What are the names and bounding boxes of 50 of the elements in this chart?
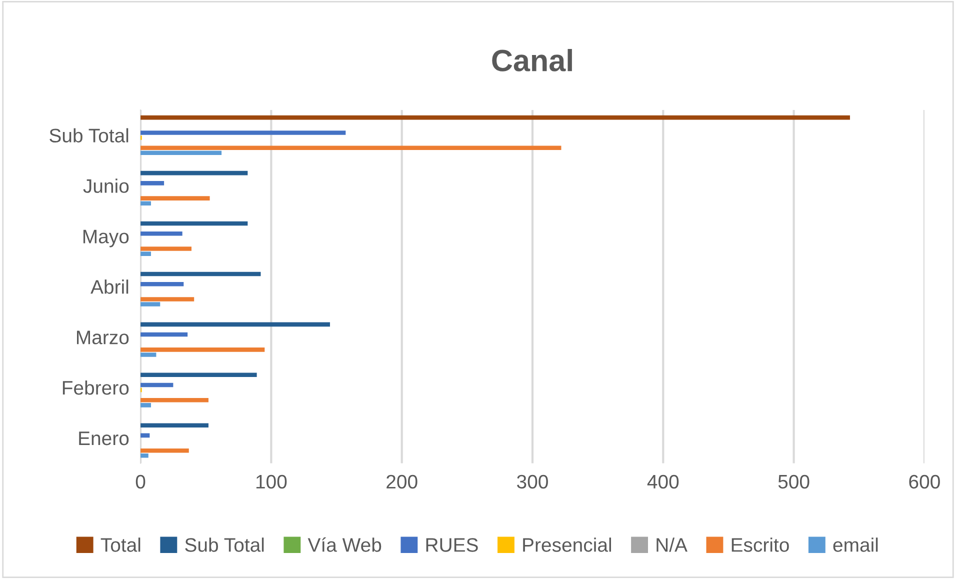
bar (140, 231, 182, 236)
bar (140, 181, 164, 186)
bar (140, 115, 850, 120)
legend-label: Sub Total (185, 538, 264, 552)
bar (140, 382, 174, 388)
y-tick-label: Mayo (83, 230, 129, 248)
bar (140, 246, 192, 251)
y-tick-label: Enero (79, 432, 129, 446)
x-tick-label: 600 (909, 474, 940, 489)
bar (140, 170, 248, 176)
bar (140, 252, 151, 256)
y-tick-label: Marzo (76, 330, 129, 344)
legend-label: email (833, 538, 878, 552)
bar (140, 398, 208, 402)
bar (140, 201, 151, 206)
bar (140, 372, 257, 378)
legend-label: RUES (426, 538, 478, 552)
legend-label: N/A (656, 538, 688, 552)
bar (140, 423, 208, 428)
y-tick-label: Abril (90, 280, 128, 294)
x-tick-label: 200 (386, 474, 418, 489)
x-tick-label: 300 (517, 474, 548, 489)
bar (140, 297, 194, 302)
y-tick-label: Febrero (62, 380, 129, 395)
bar (140, 221, 248, 226)
bar (140, 453, 148, 458)
x-tick-label: 400 (647, 474, 679, 489)
bar (140, 403, 151, 408)
bar (140, 322, 330, 327)
bar (140, 130, 346, 135)
legend-label: Escrito (732, 538, 789, 552)
legend-label: Total (100, 538, 140, 552)
x-tick-label: 100 (256, 474, 287, 489)
legend-label: Presencial (523, 538, 612, 552)
bar (140, 302, 160, 306)
bar (140, 352, 156, 357)
bar (140, 196, 210, 200)
legend-label: Vía Web (308, 537, 382, 552)
bar (140, 332, 188, 337)
bar (140, 272, 261, 276)
x-tick-label: 0 (136, 474, 146, 489)
y-tick-label: Junio (83, 178, 129, 193)
x-tick-label: 500 (778, 474, 810, 489)
bar (140, 282, 184, 286)
bar (140, 146, 562, 150)
bar (140, 448, 189, 453)
y-tick-label: Sub Total (50, 128, 128, 142)
bar (140, 348, 265, 352)
bar (140, 150, 222, 156)
chart-title: Canal (492, 48, 572, 72)
